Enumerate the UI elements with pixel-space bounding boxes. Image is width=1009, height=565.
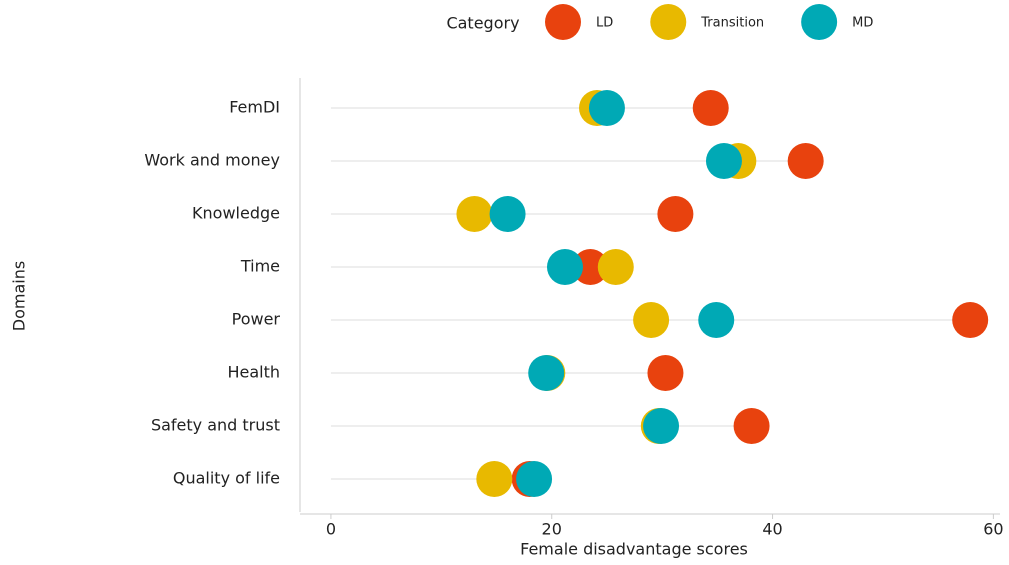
- legend-swatch: [650, 4, 687, 40]
- dot: [698, 302, 735, 338]
- legend-title: Category: [446, 14, 519, 33]
- dot: [489, 196, 526, 232]
- y-tick-label: Safety and trust: [151, 416, 280, 435]
- dot: [633, 302, 670, 338]
- dot: [952, 302, 989, 338]
- y-tick-label: Health: [227, 363, 280, 382]
- y-tick-label: Power: [232, 310, 281, 329]
- x-tick-label: 20: [542, 520, 562, 539]
- legend-swatch: [801, 4, 838, 40]
- y-tick-label: Knowledge: [192, 204, 280, 223]
- dot: [647, 355, 684, 391]
- dot: [692, 90, 729, 126]
- legend-label: MD: [852, 16, 873, 31]
- legend-swatch: [545, 4, 581, 40]
- y-tick-label: FemDI: [229, 98, 280, 117]
- dot: [528, 355, 565, 391]
- x-axis-title: Female disadvantage scores: [520, 540, 748, 559]
- x-tick-label: 40: [762, 520, 782, 539]
- dot: [597, 249, 634, 285]
- y-tick-label: Work and money: [144, 151, 280, 170]
- y-tick-label: Time: [240, 257, 280, 276]
- dot: [572, 249, 609, 285]
- y-axis-title: Domains: [10, 261, 29, 331]
- dot: [705, 143, 742, 179]
- dot: [516, 461, 553, 497]
- dot: [588, 90, 625, 126]
- legend-label: LD: [596, 16, 613, 31]
- dot: [476, 461, 513, 497]
- dot: [733, 408, 770, 444]
- x-tick-label: 0: [326, 520, 336, 539]
- x-tick-label: 60: [983, 520, 1003, 539]
- dot: [787, 143, 824, 179]
- y-tick-label: Quality of life: [173, 469, 280, 488]
- legend-label: Transition: [700, 16, 764, 31]
- dot: [643, 408, 680, 444]
- dot: [657, 196, 694, 232]
- dot: [456, 196, 493, 232]
- dot: [546, 249, 583, 285]
